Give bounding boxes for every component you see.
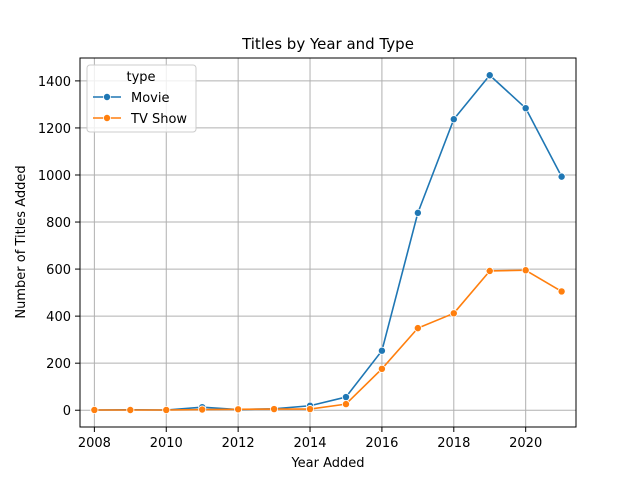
legend-title: type (126, 70, 155, 85)
series-group (90, 71, 566, 414)
y-axis-ticks: 0 200 400 600 800 1000 1200 1400 (38, 75, 80, 419)
data-point-movie (521, 104, 530, 113)
x-tick-label: 2018 (437, 436, 470, 451)
x-tick-label: 2016 (365, 436, 398, 451)
legend-box (86, 64, 197, 133)
data-point-tv-show (485, 266, 494, 275)
legend-label-tv-show: TV Show (130, 112, 187, 127)
y-axis-label: Number of Titles Added (14, 165, 29, 318)
y-tick-label: 400 (46, 310, 71, 325)
y-tick-label: 1400 (38, 75, 71, 90)
data-point-tv-show (162, 405, 171, 414)
data-point-tv-show (449, 309, 458, 318)
y-tick-label: 600 (46, 263, 71, 278)
data-point-movie (341, 393, 350, 402)
data-point-tv-show (413, 324, 422, 333)
data-point-movie (485, 71, 494, 80)
data-point-tv-show (234, 405, 243, 414)
data-point-tv-show (90, 405, 99, 414)
data-point-tv-show (270, 405, 279, 414)
data-point-movie (557, 172, 566, 181)
data-point-tv-show (557, 287, 566, 296)
data-point-tv-show (377, 364, 386, 373)
plot-frame (79, 57, 577, 428)
chart-title: Titles by Year and Type (241, 35, 414, 53)
data-point-tv-show (521, 266, 530, 275)
legend-marker-movie (103, 93, 112, 102)
data-point-tv-show (341, 400, 350, 409)
legend: type Movie TV Show (86, 64, 197, 133)
y-tick-label: 200 (46, 357, 71, 372)
x-tick-label: 2008 (78, 436, 111, 451)
data-point-movie (449, 115, 458, 124)
data-point-tv-show (198, 405, 207, 414)
series-line-tv-show (94, 269, 563, 411)
x-tick-label: 2020 (509, 436, 542, 451)
x-tick-label: 2010 (150, 436, 183, 451)
y-tick-label: 1200 (38, 122, 71, 137)
y-tick-label: 1000 (38, 169, 71, 184)
data-point-movie (413, 208, 422, 217)
y-tick-label: 0 (63, 404, 71, 419)
data-point-tv-show (306, 405, 315, 414)
data-point-movie (377, 346, 386, 355)
x-axis-label: Year Added (290, 456, 364, 471)
x-tick-label: 2014 (293, 436, 326, 451)
data-point-tv-show (126, 405, 135, 414)
legend-marker-tv-show (103, 114, 112, 123)
x-axis-ticks: 2008 2010 2012 2014 2016 2018 2020 (78, 427, 542, 451)
legend-label-movie: Movie (131, 91, 169, 106)
x-tick-label: 2012 (222, 436, 255, 451)
legend-items: Movie TV Show (93, 91, 187, 127)
y-tick-label: 800 (46, 216, 71, 231)
